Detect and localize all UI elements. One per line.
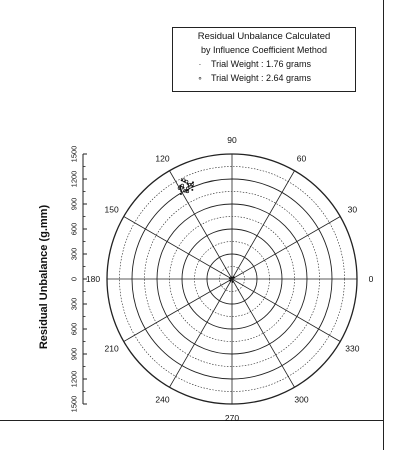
data-point-dot bbox=[186, 182, 189, 185]
data-point-dot bbox=[229, 279, 232, 282]
angle-tick-label: 30 bbox=[348, 205, 358, 215]
radial-tick-label: 300 bbox=[70, 248, 79, 261]
frame-bottom-border bbox=[0, 420, 383, 421]
data-point-circle bbox=[179, 186, 184, 190]
grid-spoke bbox=[231, 278, 295, 388]
grid-spoke bbox=[123, 216, 233, 280]
angle-tick-label: 120 bbox=[155, 154, 169, 164]
angle-tick-label: 150 bbox=[105, 205, 119, 215]
angle-tick-label: 270 bbox=[225, 413, 239, 423]
angle-tick-label: 90 bbox=[227, 135, 237, 145]
data-point-circle bbox=[177, 186, 182, 190]
angle-tick-label: 210 bbox=[105, 344, 119, 354]
frame-right-border bbox=[383, 0, 384, 450]
radial-tick-label: 600 bbox=[70, 223, 79, 236]
radial-tick-label: 900 bbox=[70, 348, 79, 361]
grid-spoke bbox=[123, 278, 233, 342]
radial-tick-label: 300 bbox=[70, 298, 79, 311]
data-point-dot bbox=[180, 189, 183, 192]
data-point-dot bbox=[230, 276, 233, 279]
radial-tick-label: 900 bbox=[70, 198, 79, 211]
legend-entry-label: Trial Weight : 2.64 grams bbox=[211, 73, 312, 83]
angle-tick-labels: 0 30 60 90 120 150 180 210 240 270 300 330 bbox=[86, 135, 374, 423]
angle-tick-label: 0 bbox=[369, 274, 374, 284]
grid-spoke bbox=[169, 170, 233, 280]
angle-tick-label: 300 bbox=[294, 394, 308, 404]
data-point-dot bbox=[229, 277, 232, 280]
grid-spoke bbox=[231, 278, 341, 342]
y-axis-title-text: Residual Unbalance (g.mm) bbox=[38, 204, 50, 350]
legend-title-line-2: by Influence Coefficient Method bbox=[201, 45, 327, 55]
data-points bbox=[177, 178, 235, 283]
legend-entry-label: Trial Weight : 1.76 grams bbox=[211, 59, 312, 69]
angle-tick-label: 60 bbox=[297, 154, 307, 164]
radial-tick-label: 1500 bbox=[70, 146, 79, 163]
radial-axis: 1500 1200 900 600 300 0 300 600 900 1200 1500 bbox=[70, 146, 87, 413]
radial-tick-label: 1200 bbox=[70, 171, 79, 188]
data-point-circle bbox=[182, 178, 186, 182]
data-point-dot bbox=[231, 280, 234, 283]
legend-title-line-1: Residual Unbalance Calculated bbox=[197, 31, 331, 42]
radial-tick-label: 0 bbox=[70, 277, 79, 281]
data-point-dot bbox=[232, 276, 235, 279]
data-point-circle bbox=[190, 182, 194, 187]
data-point-circle bbox=[183, 188, 187, 193]
data-point-dot bbox=[179, 192, 182, 195]
legend-entry-2-64-grams: ∘ Trial Weight : 2.64 grams bbox=[195, 72, 311, 85]
grid-spoke bbox=[169, 278, 233, 388]
angle-tick-label: 180 bbox=[86, 274, 100, 284]
data-point-dot bbox=[191, 188, 194, 191]
data-point-circle bbox=[188, 182, 192, 187]
legend-dot-marker-icon: · bbox=[198, 60, 202, 69]
legend-entry-1-76-grams: · Trial Weight : 1.76 grams bbox=[195, 58, 311, 71]
polar-grid bbox=[106, 153, 358, 405]
data-point-dot bbox=[191, 181, 194, 184]
legend-circle-marker-icon: ∘ bbox=[197, 74, 203, 83]
grid-spoke bbox=[231, 170, 295, 280]
data-point-circle bbox=[184, 179, 189, 184]
radial-tick-label: 600 bbox=[70, 323, 79, 336]
angle-tick-label: 330 bbox=[345, 344, 359, 354]
radial-tick-label: 1200 bbox=[70, 371, 79, 388]
angle-tick-label: 240 bbox=[155, 394, 169, 404]
radial-tick-label: 1500 bbox=[70, 396, 79, 413]
legend: Residual Unbalance Calculated by Influen… bbox=[172, 27, 356, 92]
grid-spoke bbox=[231, 216, 341, 280]
